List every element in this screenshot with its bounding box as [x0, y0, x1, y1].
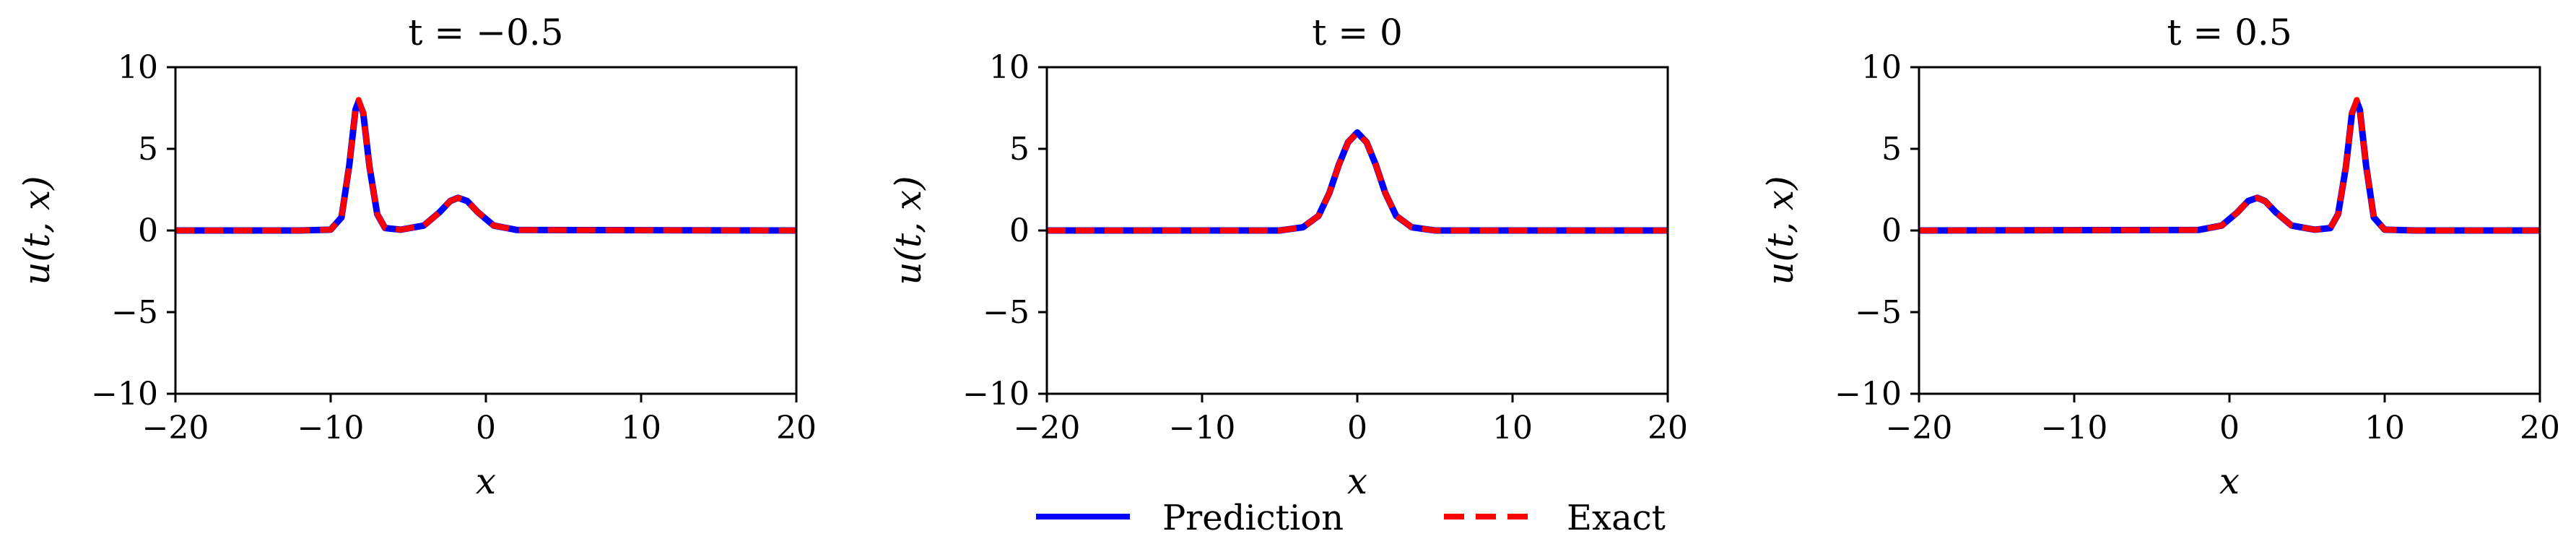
y-tick-label: 0	[138, 212, 158, 249]
y-axis-label: u(t, x)	[887, 176, 929, 285]
panel-title: t = 0	[1312, 12, 1403, 53]
x-tick-label: 0	[1347, 410, 1367, 447]
x-tick-label: −10	[297, 410, 365, 447]
x-tick-label: 0	[476, 410, 496, 447]
legend: Prediction Exact	[1036, 498, 1666, 538]
panel-title: t = −0.5	[408, 12, 563, 53]
x-tick-label: −20	[1886, 410, 1953, 447]
y-tick-label: 0	[1881, 212, 1902, 249]
y-tick-label: −10	[91, 376, 158, 413]
x-tick-label: −10	[1169, 410, 1236, 447]
series-prediction-line	[175, 98, 797, 234]
y-tick-label: 5	[1881, 131, 1902, 168]
y-tick-label: −5	[1855, 294, 1902, 331]
x-tick-label: 20	[776, 410, 817, 447]
x-tick-label: −20	[1014, 410, 1081, 447]
panel-title: t = 0.5	[2167, 12, 2292, 53]
x-tick-label: 10	[1492, 410, 1533, 447]
x-tick-label: 10	[621, 410, 661, 447]
y-axis-label: u(t, x)	[1759, 176, 1801, 285]
series-exact-line	[175, 97, 797, 233]
y-tick-label: 5	[1009, 131, 1030, 168]
y-tick-label: 10	[1861, 49, 1902, 86]
x-axis-label: x	[2219, 460, 2240, 502]
y-tick-label: 10	[989, 49, 1030, 86]
x-tick-label: 20	[2520, 410, 2560, 447]
series-prediction-line	[1918, 98, 2540, 234]
y-tick-label: 5	[138, 131, 158, 168]
series-exact-line	[1918, 97, 2540, 233]
x-tick-label: 10	[2364, 410, 2405, 447]
x-tick-label: 0	[2219, 410, 2240, 447]
x-tick-label: 20	[1648, 410, 1688, 447]
x-axis-label: x	[476, 460, 496, 502]
y-tick-label: 10	[118, 49, 158, 86]
x-axis-label: x	[1347, 460, 1367, 502]
series-prediction-line	[1047, 129, 1668, 234]
y-tick-label: −5	[111, 294, 158, 331]
y-tick-label: −5	[983, 294, 1030, 331]
y-axis-label: u(t, x)	[16, 176, 58, 285]
y-tick-label: −10	[1835, 376, 1902, 413]
legend-label-prediction: Prediction	[1162, 498, 1344, 538]
y-tick-label: −10	[962, 376, 1030, 413]
x-tick-label: −20	[142, 410, 209, 447]
series-exact-line	[1047, 129, 1668, 233]
legend-label-exact: Exact	[1567, 498, 1666, 538]
x-tick-label: −10	[2041, 410, 2108, 447]
y-tick-label: 0	[1009, 212, 1030, 249]
